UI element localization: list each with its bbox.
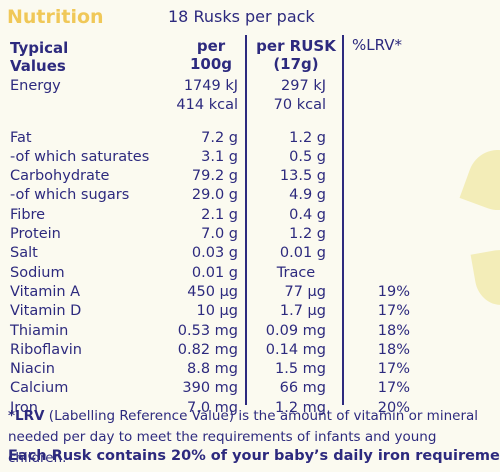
header-lrv: %LRV* (352, 36, 402, 54)
value-per-rusk: 1.2 mg (275, 399, 326, 416)
row-spacer (0, 117, 500, 130)
table-row: Vitamin D 10 µg 1.7 µg 17% (0, 303, 500, 322)
value-per-rusk: 0.5 g (289, 148, 326, 165)
nutrient-label: Niacin (10, 361, 55, 378)
table-row: Fibre 2.1 g 0.4 g (0, 207, 500, 226)
value-per-rusk: 1.2 g (289, 226, 326, 243)
value-per-rusk: 0.14 mg (265, 341, 326, 358)
table-row: Protein 7.0 g 1.2 g (0, 226, 500, 245)
value-per-100g: 29.0 g (191, 187, 238, 204)
value-per-rusk: 297 kJ (281, 78, 326, 94)
value-per-100g: 7.2 g (201, 129, 238, 146)
column-divider (342, 35, 344, 405)
value-per-100g: 450 µg (187, 283, 238, 300)
value-per-100g: 79.2 g (191, 168, 238, 185)
value-lrv: 17% (377, 380, 410, 397)
table-row: Thiamin 0.53 mg 0.09 mg 18% (0, 323, 500, 342)
value-lrv: 18% (377, 322, 410, 339)
nutrition-title: Nutrition (7, 6, 104, 28)
value-lrv: 20% (377, 399, 410, 416)
value-per-rusk: 1.5 mg (275, 361, 326, 378)
table-row: Salt 0.03 g 0.01 g (0, 245, 500, 264)
value-per-rusk: 0.4 g (289, 206, 326, 223)
lrv-footnote: *LRV (Labelling Reference Value) is the … (8, 406, 492, 469)
value-per-100g: 7.0 mg (187, 399, 238, 416)
value-per-100g: 10 µg (196, 303, 239, 320)
table-row: 414 kcal 70 kcal (0, 97, 500, 116)
nutrient-label: Energy (10, 78, 61, 94)
value-per-rusk: 4.9 g (289, 187, 326, 204)
lrv-term: *LRV (8, 408, 45, 424)
value-lrv: 17% (377, 303, 410, 320)
nutrient-label: Calcium (10, 380, 69, 397)
header-per100-line1: per (196, 37, 226, 55)
value-per-100g: 0.01 g (191, 264, 238, 281)
table-row: -of which sugars 29.0 g 4.9 g (0, 187, 500, 206)
header-rusk-line1: per RUSK (256, 37, 336, 55)
value-per-rusk: 0.01 g (279, 245, 326, 262)
nutrient-label: Thiamin (10, 322, 69, 339)
value-per-rusk: 66 mg (279, 380, 326, 397)
column-divider (245, 35, 247, 405)
table-row: Carbohydrate 79.2 g 13.5 g (0, 168, 500, 187)
table-row: Sodium 0.01 g Trace (0, 265, 500, 284)
header-typical-line1: Typical (10, 39, 69, 57)
value-per-100g: 0.53 mg (177, 322, 238, 339)
value-per-rusk: 13.5 g (279, 168, 326, 185)
nutrient-label: -of which sugars (10, 187, 130, 204)
value-lrv: 18% (377, 341, 410, 358)
value-per-100g: 1749 kJ (183, 78, 238, 94)
value-per-100g: 2.1 g (201, 206, 238, 223)
nutrient-label: Vitamin D (10, 303, 82, 320)
iron-highlight: Each Rusk contains 20% of your baby’s da… (8, 448, 500, 464)
nutrient-label: Carbohydrate (10, 168, 110, 185)
value-per-100g: 0.03 g (191, 245, 238, 262)
header-per-rusk: per RUSK (17g) (250, 37, 342, 73)
nutrient-label: Fat (10, 129, 32, 146)
nutrient-label: Iron (10, 399, 38, 416)
value-lrv: 17% (377, 361, 410, 378)
nutrient-label: Salt (10, 245, 38, 262)
nutrition-table: Energy 1749 kJ 297 kJ 414 kcal 70 kcal Fat 7.2… (0, 78, 500, 419)
table-row: Iron 7.0 mg 1.2 mg 20% (0, 400, 500, 419)
nutrient-label: -of which saturates (10, 148, 150, 165)
header-per100-line2: 100g (189, 55, 233, 73)
value-per-100g: 7.0 g (201, 226, 238, 243)
nutrient-label: Fibre (10, 206, 46, 223)
table-row: Niacin 8.8 mg 1.5 mg 17% (0, 361, 500, 380)
table-row: Energy 1749 kJ 297 kJ (0, 78, 500, 97)
value-lrv: 19% (377, 283, 410, 300)
table-row: Riboflavin 0.82 mg 0.14 mg 18% (0, 342, 500, 361)
value-per-rusk: 0.09 mg (265, 322, 326, 339)
value-per-rusk: 1.7 µg (279, 303, 326, 320)
value-per-100g: 0.82 mg (177, 341, 238, 358)
table-row: Fat 7.2 g 1.2 g (0, 130, 500, 149)
value-per-rusk: 1.2 g (289, 129, 326, 146)
value-per-100g: 3.1 g (201, 148, 238, 165)
header-typical-line2: Values (10, 57, 66, 75)
nutrient-label: Vitamin A (10, 283, 81, 300)
header-typical-values: Typical Values (10, 39, 68, 75)
header-per-100g: per 100g (176, 37, 246, 73)
value-per-100g: 8.8 mg (187, 361, 238, 378)
value-per-100g: 414 kcal (176, 97, 238, 114)
nutrient-label: Sodium (10, 264, 65, 281)
nutrient-label: Protein (10, 226, 61, 243)
value-per-rusk: 77 µg (284, 283, 327, 300)
nutrient-label: Riboflavin (10, 341, 82, 358)
table-row: Calcium 390 mg 66 mg 17% (0, 380, 500, 399)
header-rusk-line2: (17g) (273, 55, 319, 73)
lrv-explanation: (Labelling Reference Value) is the amoun… (8, 408, 479, 466)
table-row: Vitamin A 450 µg 77 µg 19% (0, 284, 500, 303)
value-per-rusk: 70 kcal (273, 97, 326, 114)
value-per-rusk: Trace (276, 264, 316, 281)
pack-info: 18 Rusks per pack (168, 7, 315, 26)
value-per-100g: 390 mg (182, 380, 238, 397)
table-row: -of which saturates 3.1 g 0.5 g (0, 149, 500, 168)
